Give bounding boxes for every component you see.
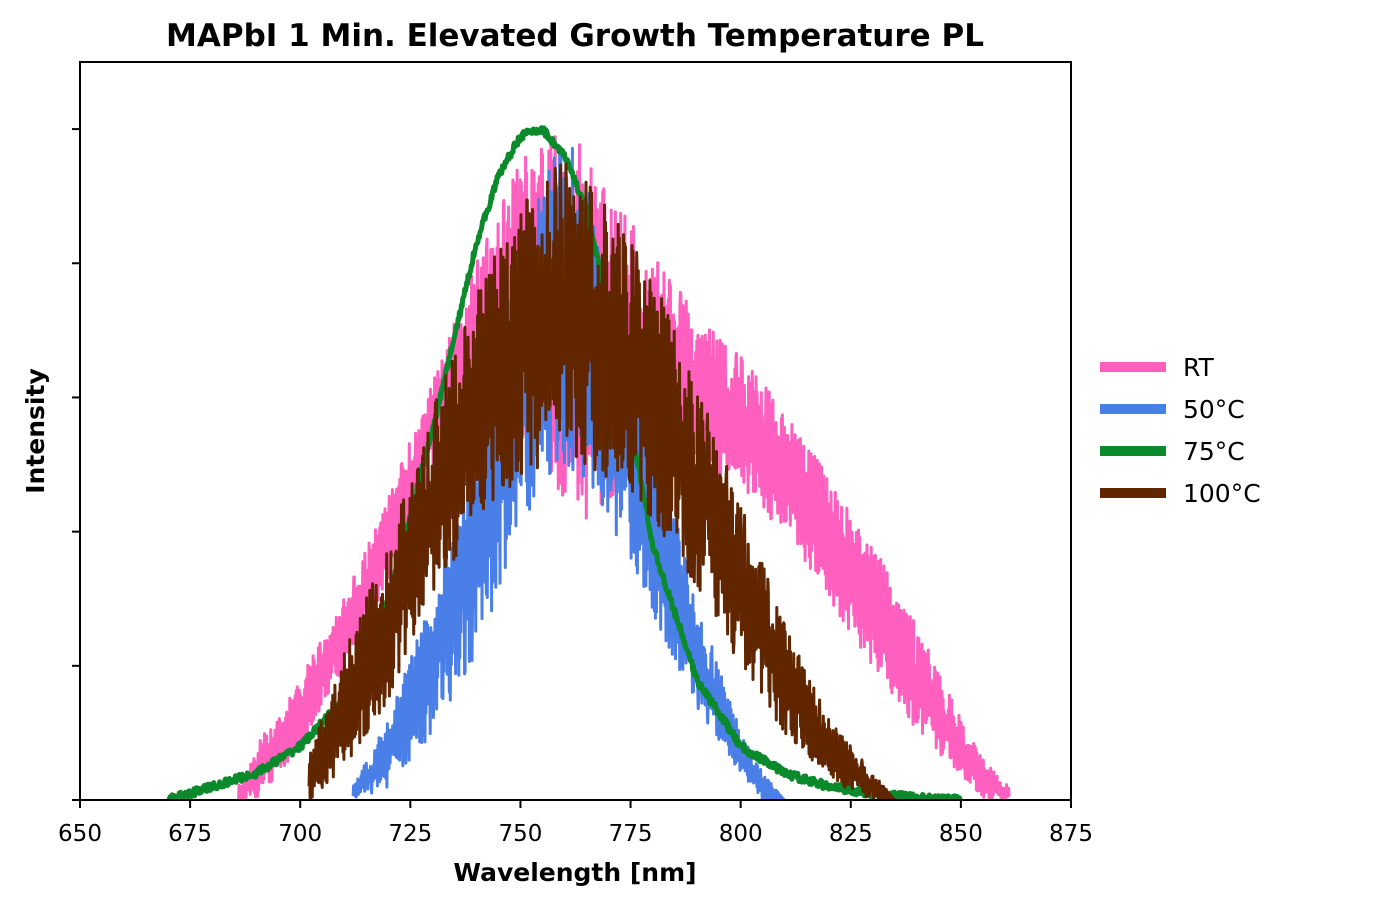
series-line-50c: [351, 146, 786, 800]
series-line-75c: [165, 125, 963, 800]
x-tick-label: 750: [498, 821, 542, 847]
x-tick-label: 675: [168, 821, 212, 847]
x-tick-label: 850: [939, 821, 983, 847]
x-tick-label: 875: [1049, 821, 1093, 847]
legend-label: 100°C: [1183, 479, 1261, 508]
x-axis: 650 675 700 725 750 775 800 825 850 875: [58, 800, 1093, 847]
x-tick-label: 725: [388, 821, 432, 847]
plot-frame: [79, 61, 1072, 801]
y-axis-label: Intensity: [21, 368, 50, 494]
legend: RT 50°C 75°C 100°C: [1100, 353, 1261, 508]
legend-label: 75°C: [1183, 437, 1245, 466]
chart-title: MAPbI 1 Min. Elevated Growth Temperature…: [166, 18, 984, 54]
legend-label: RT: [1183, 353, 1215, 382]
x-tick-label: 800: [719, 821, 763, 847]
x-axis-label: Wavelength [nm]: [453, 858, 696, 887]
x-tick-label: 650: [58, 821, 102, 847]
y-axis: [72, 128, 80, 801]
series-line-100c: [307, 162, 896, 800]
x-tick-label: 700: [278, 821, 322, 847]
legend-label: 50°C: [1183, 395, 1245, 424]
x-tick-label: 775: [609, 821, 653, 847]
x-tick-label: 825: [829, 821, 873, 847]
